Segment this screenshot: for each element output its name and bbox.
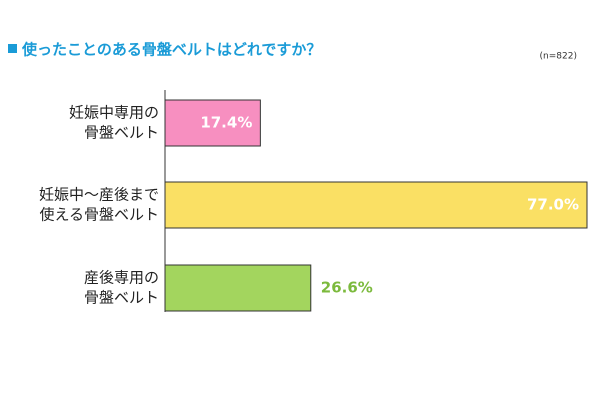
- category-label: 妊娠中専用の: [69, 104, 159, 122]
- sample-note: (n=822): [540, 52, 577, 62]
- chart-title: 使ったことのある骨盤ベルトはどれですか？: [21, 41, 321, 59]
- value-label: 77.0%: [527, 196, 579, 214]
- bar: [164, 181, 588, 229]
- value-label: 17.4%: [200, 114, 252, 132]
- bar: [164, 99, 261, 147]
- bar: [164, 264, 312, 312]
- category-label: 産後専用の: [84, 269, 159, 287]
- category-label: 骨盤ベルト: [84, 289, 159, 307]
- value-label: 26.6%: [321, 279, 373, 297]
- category-label: 骨盤ベルト: [84, 124, 159, 142]
- category-label: 妊娠中〜産後まで: [39, 186, 159, 204]
- title-marker: [8, 44, 17, 53]
- category-label: 使える骨盤ベルト: [39, 206, 159, 224]
